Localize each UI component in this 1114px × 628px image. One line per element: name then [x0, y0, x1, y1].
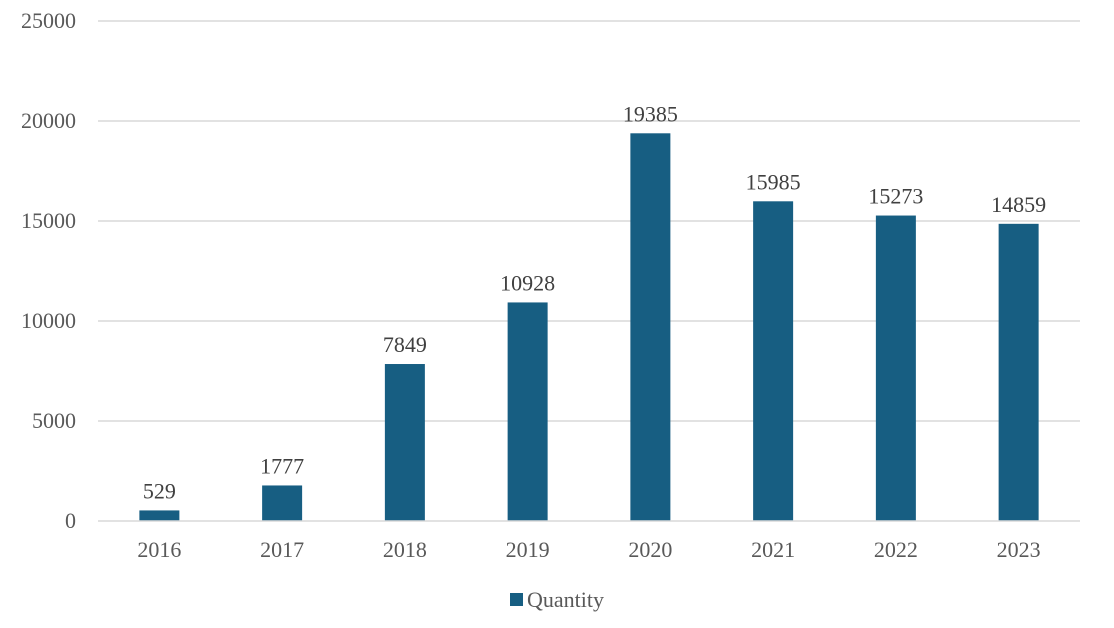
- x-tick-label-2018: 2018: [383, 537, 427, 562]
- y-tick-label: 25000: [21, 8, 76, 33]
- x-tick-label-2019: 2019: [506, 537, 550, 562]
- y-tick-label: 20000: [21, 108, 76, 133]
- bar-2023: [998, 223, 1039, 521]
- legend: Quantity: [510, 587, 604, 612]
- x-tick-label-2023: 2023: [997, 537, 1041, 562]
- bar-2022: [875, 215, 916, 522]
- x-tick-label-2022: 2022: [874, 537, 918, 562]
- data-label-2019: 10928: [500, 270, 555, 295]
- x-tick-label-2016: 2016: [137, 537, 181, 562]
- data-label-2017: 1777: [260, 453, 304, 478]
- bar-2020: [630, 133, 671, 522]
- data-labels: 529 1777 7849 10928 19385 15985 15273 14859: [143, 101, 1046, 503]
- data-label-2021: 15985: [746, 169, 801, 194]
- bar-2017: [262, 485, 303, 521]
- data-label-2022: 15273: [868, 184, 923, 209]
- bars: [139, 133, 1039, 522]
- data-label-2016: 529: [143, 478, 176, 503]
- bar-2018: [384, 364, 425, 521]
- x-axis-ticks: 2016 2017 2018 2019 2020 2021 2022 2023: [137, 537, 1040, 562]
- data-label-2023: 14859: [991, 192, 1046, 217]
- gridlines: [98, 20, 1080, 422]
- data-label-2018: 7849: [383, 332, 427, 357]
- bar-2021: [753, 201, 794, 522]
- data-label-2020: 19385: [623, 101, 678, 126]
- x-tick-label-2017: 2017: [260, 537, 304, 562]
- y-tick-label: 5000: [32, 408, 76, 433]
- x-tick-label-2020: 2020: [628, 537, 672, 562]
- y-tick-label: 0: [65, 508, 76, 533]
- y-axis-ticks: 0 5000 10000 15000 20000 25000: [21, 8, 76, 533]
- legend-swatch-quantity: [510, 593, 523, 606]
- legend-label-quantity: Quantity: [527, 587, 604, 612]
- bar-2019: [507, 302, 548, 521]
- x-tick-label-2021: 2021: [751, 537, 795, 562]
- bar-2016: [139, 510, 180, 521]
- y-tick-label: 15000: [21, 208, 76, 233]
- y-tick-label: 10000: [21, 308, 76, 333]
